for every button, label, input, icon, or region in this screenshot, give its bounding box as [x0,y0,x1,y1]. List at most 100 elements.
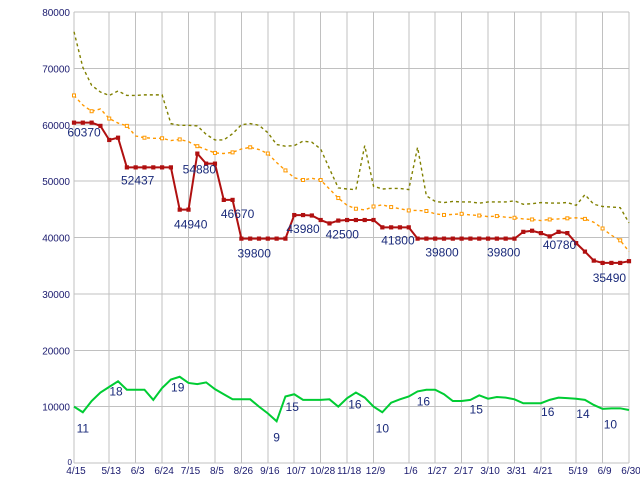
data-point-value-label: 18 [109,384,123,398]
data-point-value-label: 16 [541,405,555,419]
x-axis-tick-label: 11/18 [337,466,362,477]
data-point-marker [600,226,605,231]
series-line-middle-dashed-orange [73,94,630,253]
data-point-marker [80,120,85,125]
data-point-value-label: 14 [576,407,590,421]
data-point-marker [160,136,165,141]
data-point-marker [609,260,614,266]
data-point-marker [503,236,508,241]
data-point-marker [230,197,235,202]
data-point-value-label: 11 [77,421,90,435]
x-axis-tick-label: 6/24 [154,466,174,477]
data-point-marker [450,236,455,241]
data-point-marker [397,225,403,230]
data-point-marker [221,197,226,202]
data-point-marker [574,241,579,246]
data-point-value-label: 10 [376,421,390,435]
data-point-marker [442,212,446,217]
data-point-marker [133,165,138,170]
data-point-marker [336,218,341,223]
y-axis-tick-label: 30000 [42,290,70,301]
data-point-marker [309,213,314,218]
data-point-value-label: 42500 [326,228,360,242]
data-point-marker [424,209,429,214]
data-point-marker [248,236,253,241]
data-point-value-label: 15 [470,402,484,416]
data-point-value-label: 43980 [286,222,320,236]
x-axis-tick-labels: 4/15 5/13 6/3 6/24 7/15 8/5 8/26 9/16 10/7 10/28 1… [66,466,640,477]
data-point-marker [441,236,447,241]
data-point-marker [71,120,77,125]
data-point-marker [212,161,218,166]
data-point-marker [530,217,535,222]
x-axis-tick-label: 4/21 [533,466,553,477]
data-point-marker [124,123,129,128]
data-point-value-label: 60370 [67,126,101,140]
data-point-value-label: 39800 [425,246,459,260]
data-point-marker [406,225,411,230]
data-point-marker [107,137,112,143]
data-point-marker [618,260,623,266]
y-axis-tick-labels: 0 10000 20000 30000 40000 50000 60000 70000 8000… [42,8,72,467]
data-point-marker [274,236,279,241]
data-point-marker [177,207,182,212]
data-point-marker [283,168,288,173]
y-axis-tick-label: 10000 [42,403,70,414]
x-axis-tick-label: 8/26 [234,466,254,477]
data-point-marker [565,231,570,236]
data-point-marker [265,151,270,156]
data-point-marker [327,221,332,226]
data-point-marker [529,228,535,233]
data-point-value-label: 39800 [238,247,272,261]
data-point-marker [371,204,376,209]
x-axis-tick-label: 7/15 [181,466,201,477]
x-axis-tick-label: 10/28 [310,466,335,477]
data-point-marker [600,260,605,266]
x-axis-tick-label: 1/27 [427,466,447,477]
data-point-marker [485,236,491,241]
data-point-marker [582,216,587,221]
y-axis-tick-label: 20000 [42,346,70,357]
data-point-marker [89,109,94,114]
data-point-marker [591,258,596,263]
data-point-marker [494,236,499,241]
data-point-marker [168,165,174,170]
data-point-marker [195,151,200,156]
data-point-marker [362,217,367,223]
data-point-marker [406,208,411,213]
data-point-marker [318,217,323,223]
data-point-marker [424,236,429,241]
data-point-marker [186,207,191,212]
data-point-marker [415,236,420,241]
x-axis-tick-label: 12/9 [366,466,386,477]
data-point-marker [318,177,323,182]
data-point-marker [72,93,76,98]
x-axis-tick-label: 1/6 [404,466,418,477]
series-line-main-solid-red [74,121,630,264]
data-point-marker [292,212,297,218]
data-point-value-label: 35490 [593,271,627,285]
y-axis-tick-label: 80000 [42,8,70,19]
data-point-marker [556,229,561,234]
data-point-marker [300,212,306,218]
x-axis-tick-label: 2/17 [454,466,474,477]
data-point-marker [142,135,147,140]
data-point-marker [547,217,552,222]
data-point-marker [468,236,473,241]
data-point-marker [159,165,165,170]
data-point-marker [353,217,359,223]
data-point-marker [512,236,517,241]
x-axis-tick-label: 9/16 [260,466,280,477]
data-point-marker [195,144,200,149]
data-point-marker [248,145,253,150]
data-point-marker [151,165,156,170]
x-axis-tick-label: 6/30 [621,466,640,477]
data-point-marker [477,236,482,241]
data-point-marker [389,225,394,230]
x-axis-tick-label: 10/7 [287,466,307,477]
y-axis-tick-label: 70000 [42,64,70,75]
data-point-value-label: 39800 [487,246,521,260]
series-line-bottom-solid-green [73,375,630,424]
data-point-marker [239,236,244,241]
